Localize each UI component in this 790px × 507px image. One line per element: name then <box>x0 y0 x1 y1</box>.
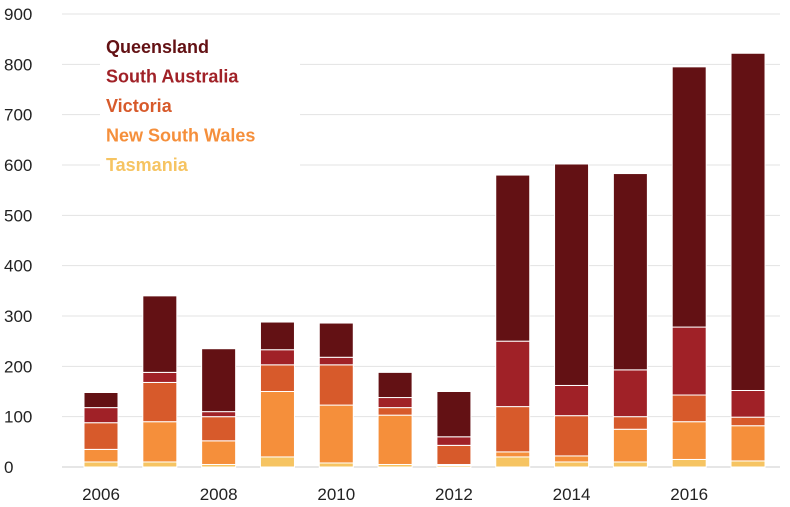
bar-segment-south-australia-2006 <box>83 407 119 424</box>
bar-segment-victoria-2010 <box>318 364 354 406</box>
bar-segment-new-south-wales-2014 <box>554 455 590 463</box>
bar-segment-south-australia-2010 <box>318 356 354 366</box>
bar-segment-queensland-2012 <box>436 391 472 438</box>
y-tick-label: 200 <box>4 357 32 376</box>
bar-segment-victoria-2014 <box>554 415 590 457</box>
x-tick-label: 2010 <box>317 485 355 504</box>
y-tick-label: 900 <box>4 5 32 24</box>
bar-segment-victoria-2011 <box>377 407 413 416</box>
y-axis-tick-labels: 0 100 200 300 400 500 600 700 800 900 <box>4 5 32 477</box>
bar-segment-new-south-wales-2009 <box>259 391 295 458</box>
bar-segment-queensland-2013 <box>495 174 531 342</box>
bar-segment-victoria-2009 <box>259 364 295 392</box>
bar-segment-tasmania-2016 <box>671 458 707 468</box>
bar-segment-new-south-wales-2008 <box>201 440 237 465</box>
bar-segment-queensland-2006 <box>83 392 119 409</box>
bar-stack-2012 <box>436 391 472 468</box>
bar-segment-queensland-2016 <box>671 66 707 328</box>
bar-stack-2007 <box>142 295 178 468</box>
y-tick-label: 500 <box>4 206 32 225</box>
bar-stack-2015 <box>612 173 648 468</box>
bar-stack-2017 <box>730 52 766 468</box>
bar-segment-south-australia-2017 <box>730 389 766 418</box>
bar-stack-2010 <box>318 322 354 468</box>
bar-segment-queensland-2008 <box>201 348 237 413</box>
bar-segment-south-australia-2013 <box>495 340 531 408</box>
bar-segment-victoria-2007 <box>142 381 178 423</box>
y-tick-label: 700 <box>4 106 32 125</box>
bar-segment-new-south-wales-2015 <box>612 428 648 463</box>
bar-segment-tasmania-2017 <box>730 460 766 468</box>
bar-stack-2013 <box>495 174 531 468</box>
y-tick-label: 400 <box>4 257 32 276</box>
legend-entry: Tasmania <box>106 155 189 175</box>
y-tick-label: 100 <box>4 408 32 427</box>
legend-entry: South Australia <box>106 67 239 87</box>
bar-stack-2016 <box>671 66 707 468</box>
bar-stack-2009 <box>259 321 295 468</box>
bar-segment-tasmania-2007 <box>142 461 178 468</box>
x-axis-tick-labels: 2006 2008 2010 2012 2014 2016 <box>82 485 708 504</box>
bar-segment-south-australia-2015 <box>612 369 648 418</box>
bar-segment-south-australia-2008 <box>201 411 237 418</box>
bar-segment-queensland-2010 <box>318 322 354 358</box>
x-tick-label: 2006 <box>82 485 120 504</box>
bar-segment-queensland-2015 <box>612 173 648 371</box>
bar-segment-new-south-wales-2011 <box>377 414 413 465</box>
bar-segment-queensland-2017 <box>730 52 766 391</box>
legend-entry: Queensland <box>106 37 209 57</box>
legend-background <box>100 28 300 184</box>
legend-entry: New South Wales <box>106 126 255 146</box>
bar-segment-tasmania-2010 <box>318 462 354 468</box>
bar-stack-2006 <box>83 392 119 468</box>
bar-segment-new-south-wales-2010 <box>318 404 354 464</box>
bar-segment-queensland-2007 <box>142 295 178 373</box>
legend-entry: Victoria <box>106 96 173 116</box>
bar-stack-2008 <box>201 348 237 468</box>
bar-stack-2011 <box>377 371 413 468</box>
bar-segment-victoria-2016 <box>671 394 707 423</box>
bar-segment-victoria-2015 <box>612 416 648 430</box>
bar-segment-south-australia-2007 <box>142 371 178 383</box>
bar-segment-queensland-2014 <box>554 163 590 386</box>
bar-segment-tasmania-2006 <box>83 461 119 468</box>
y-tick-label: 600 <box>4 156 32 175</box>
bar-segment-south-australia-2012 <box>436 436 472 446</box>
bar-segment-tasmania-2009 <box>259 456 295 468</box>
bar-segment-new-south-wales-2017 <box>730 425 766 462</box>
legend: Queensland South Australia Victoria New Sou… <box>100 28 300 184</box>
bar-segment-tasmania-2014 <box>554 461 590 468</box>
bar-segment-queensland-2011 <box>377 371 413 399</box>
y-tick-label: 300 <box>4 307 32 326</box>
y-tick-label: 0 <box>4 458 13 477</box>
bar-segment-victoria-2017 <box>730 416 766 427</box>
x-tick-label: 2016 <box>670 485 708 504</box>
x-tick-label: 2008 <box>200 485 238 504</box>
bar-segment-victoria-2008 <box>201 416 237 442</box>
x-tick-label: 2014 <box>553 485 591 504</box>
bar-segment-new-south-wales-2007 <box>142 421 178 463</box>
bar-segment-south-australia-2014 <box>554 384 590 417</box>
x-tick-label: 2012 <box>435 485 473 504</box>
bar-stacks <box>83 52 766 468</box>
bar-segment-new-south-wales-2016 <box>671 421 707 460</box>
bar-segment-queensland-2009 <box>259 321 295 351</box>
bar-segment-victoria-2013 <box>495 406 531 453</box>
bar-segment-south-australia-2016 <box>671 326 707 396</box>
bar-segment-south-australia-2009 <box>259 349 295 366</box>
bar-segment-tasmania-2013 <box>495 456 531 468</box>
bar-segment-tasmania-2015 <box>612 461 648 468</box>
bar-segment-new-south-wales-2013 <box>495 451 531 458</box>
bar-segment-victoria-2006 <box>83 422 119 450</box>
bar-segment-new-south-wales-2006 <box>83 448 119 463</box>
bar-stack-2014 <box>554 163 590 468</box>
bar-segment-south-australia-2011 <box>377 397 413 409</box>
y-tick-label: 800 <box>4 55 32 74</box>
bar-segment-victoria-2012 <box>436 444 472 465</box>
